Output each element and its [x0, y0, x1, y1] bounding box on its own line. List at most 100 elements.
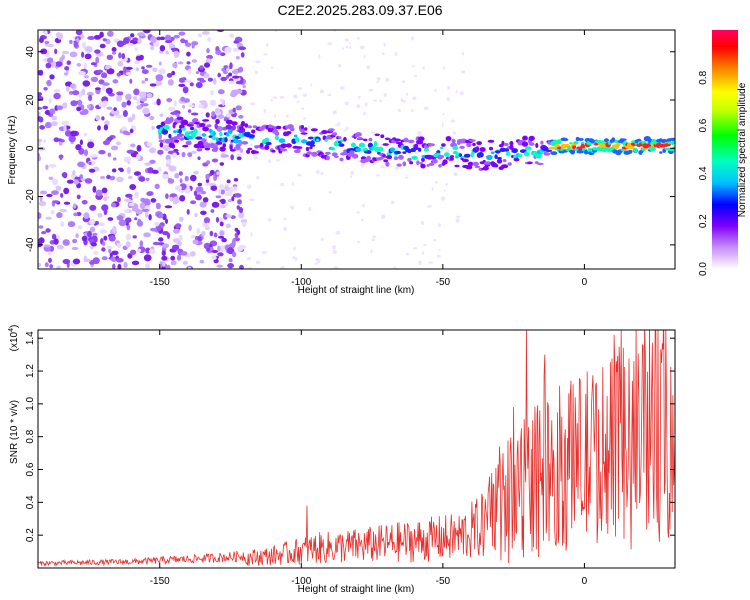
noise-blob: [150, 198, 157, 203]
ridge-blob: [215, 118, 220, 124]
noise-blob: [349, 175, 353, 178]
noise-blob: [413, 74, 418, 77]
ridge-blob: [407, 148, 412, 154]
ridge-blob: [476, 141, 482, 146]
noise-blob: [400, 98, 404, 102]
ridge-blob: [343, 136, 347, 142]
noise-blob: [38, 225, 44, 229]
noise-blob: [165, 50, 169, 55]
noise-blob: [186, 209, 190, 215]
noise-blob: [345, 46, 349, 49]
noise-blob: [154, 183, 160, 190]
y-tick-label: 0.2: [25, 528, 36, 542]
ridge-blob: [240, 122, 246, 127]
y-tick-label: 1.0: [25, 396, 36, 410]
noise-blob: [83, 212, 90, 220]
ridge-blob: [280, 143, 288, 148]
noise-blob: [263, 108, 266, 114]
ridge-blob: [171, 138, 175, 144]
ridge-blob: [252, 125, 258, 129]
noise-blob: [144, 211, 149, 218]
noise-blob: [283, 217, 287, 221]
noise-blob: [70, 83, 75, 89]
ridge-blob: [614, 139, 620, 144]
noise-blob: [61, 50, 70, 55]
noise-blob: [161, 250, 166, 256]
noise-blob: [107, 30, 114, 37]
colorbar-tick-label: 0.6: [698, 118, 709, 132]
noise-blob: [200, 190, 206, 195]
spectrogram-y-label: Frequency (Hz): [7, 116, 18, 185]
ridge-blob: [671, 140, 675, 144]
noise-blob: [63, 201, 71, 205]
ridge-blob: [452, 145, 459, 151]
noise-blob: [197, 33, 203, 38]
ridge-blob: [267, 127, 273, 133]
noise-blob: [126, 149, 135, 154]
ridge-blob: [403, 137, 409, 143]
noise-blob: [111, 47, 117, 52]
noise-blob: [194, 213, 198, 218]
noise-blob: [73, 212, 78, 217]
noise-blob: [118, 52, 122, 59]
noise-blob: [404, 176, 409, 179]
ridge-blob: [174, 139, 180, 143]
noise-blob: [94, 49, 101, 54]
noise-blob: [453, 172, 458, 176]
noise-blob: [214, 123, 218, 130]
noise-blob: [372, 235, 376, 238]
y-tick-label: 0.6: [25, 462, 36, 476]
noise-blob: [116, 114, 123, 119]
noise-blob: [190, 200, 197, 205]
noise-blob: [200, 210, 207, 215]
noise-blob: [99, 31, 104, 38]
noise-blob: [368, 88, 373, 92]
noise-blob: [152, 67, 158, 73]
noise-blob: [235, 105, 242, 111]
colorbar-gradient: [712, 30, 738, 269]
noise-blob: [173, 50, 180, 58]
noise-blob: [90, 62, 97, 66]
noise-blob: [236, 205, 240, 210]
noise-blob: [50, 61, 57, 68]
noise-blob: [107, 217, 114, 221]
noise-blob: [75, 144, 82, 151]
noise-blob: [46, 57, 54, 64]
ridge-blob: [351, 153, 359, 159]
noise-blob: [81, 51, 85, 58]
ridge-blob: [629, 145, 635, 149]
ridge-blob: [160, 121, 166, 127]
noise-blob: [64, 72, 69, 76]
colorbar: 0.0 0.2 0.4 0.6 0.8 Normalized spectral ampl…: [698, 30, 748, 276]
noise-blob: [59, 154, 63, 161]
noise-blob: [38, 69, 44, 76]
noise-blob: [423, 244, 427, 247]
noise-blob: [157, 81, 163, 86]
noise-blob: [50, 210, 55, 215]
ridge-blob: [357, 136, 363, 140]
noise-blob: [49, 74, 55, 80]
noise-blob: [363, 54, 366, 59]
noise-blob: [201, 230, 206, 237]
noise-blob: [183, 98, 190, 103]
noise-blob: [87, 139, 95, 143]
noise-blob: [142, 107, 150, 115]
noise-blob: [242, 84, 247, 89]
noise-blob: [72, 238, 78, 244]
ridge-blob: [385, 161, 390, 167]
noise-blob: [211, 158, 219, 163]
noise-blob: [395, 166, 399, 171]
noise-blob: [357, 36, 360, 40]
noise-blob: [135, 55, 143, 61]
noise-blob: [89, 226, 96, 233]
noise-blob: [228, 72, 233, 77]
noise-blob: [315, 169, 320, 175]
noise-blob: [130, 249, 137, 255]
noise-blob: [233, 68, 239, 75]
noise-blob: [233, 186, 237, 192]
noise-blob: [191, 43, 195, 49]
noise-blob: [418, 260, 422, 265]
ridge-blob: [407, 139, 415, 144]
noise-blob: [335, 230, 341, 235]
noise-blob: [155, 202, 161, 210]
